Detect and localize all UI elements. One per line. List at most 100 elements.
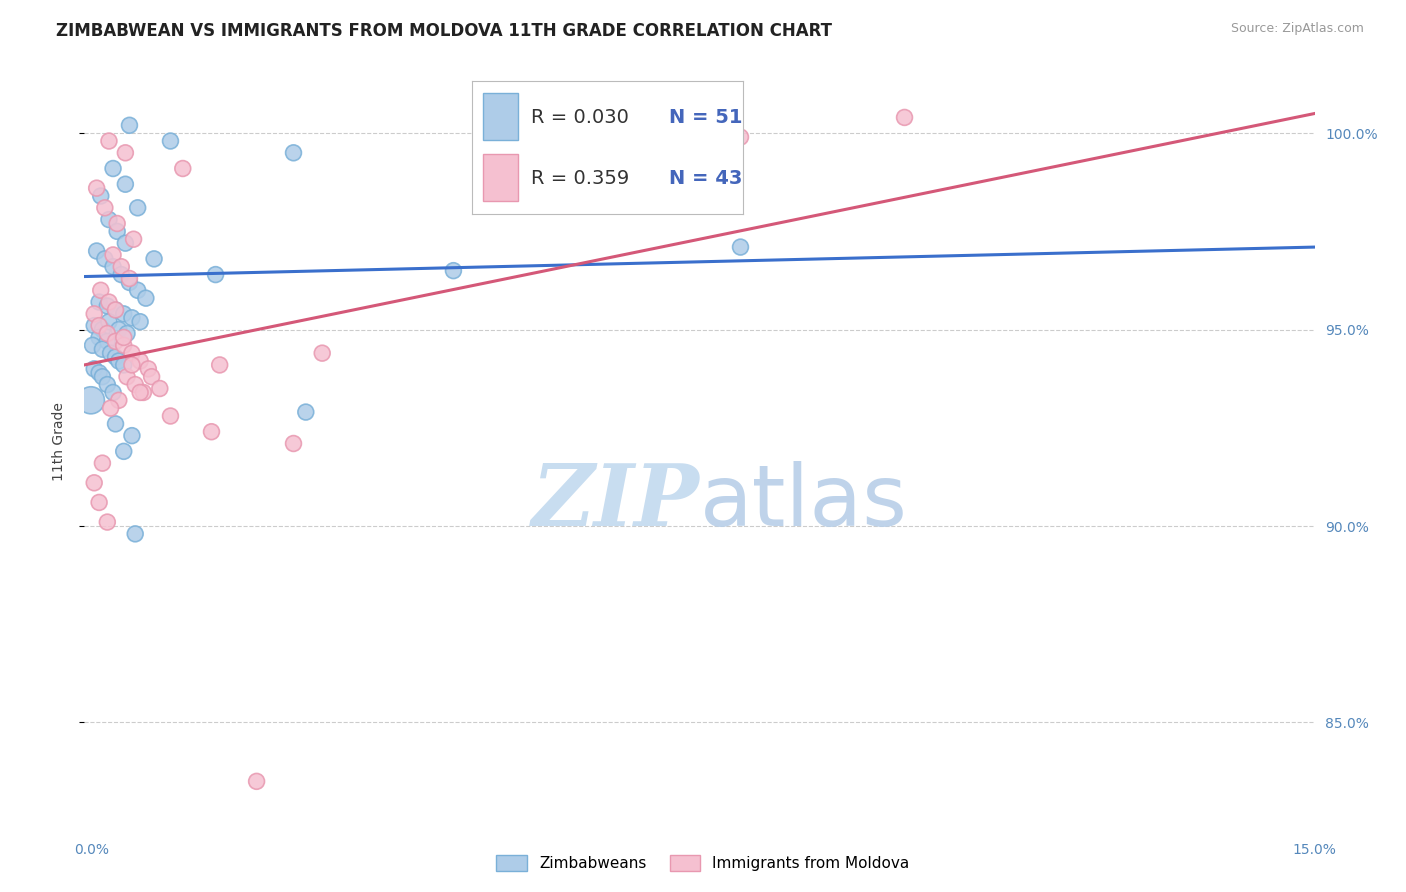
Point bbox=[893, 111, 915, 125]
Point bbox=[124, 377, 146, 392]
Point bbox=[114, 236, 136, 251]
Point bbox=[114, 145, 136, 160]
Point bbox=[443, 263, 465, 277]
Point bbox=[100, 401, 122, 416]
Point bbox=[132, 385, 155, 400]
Point bbox=[98, 295, 120, 310]
Point bbox=[172, 161, 194, 176]
Point bbox=[141, 369, 163, 384]
Point bbox=[91, 369, 114, 384]
Point bbox=[105, 217, 128, 231]
Point bbox=[96, 326, 118, 341]
Point bbox=[283, 436, 305, 450]
Point bbox=[129, 385, 152, 400]
Point bbox=[246, 774, 269, 789]
Point bbox=[295, 405, 318, 419]
Point bbox=[112, 330, 135, 344]
Point bbox=[100, 346, 122, 360]
Point bbox=[204, 268, 226, 282]
Point bbox=[122, 232, 145, 246]
Point bbox=[80, 393, 103, 408]
Point bbox=[96, 377, 118, 392]
Text: Source: ZipAtlas.com: Source: ZipAtlas.com bbox=[1230, 22, 1364, 36]
Point bbox=[115, 369, 138, 384]
Point bbox=[101, 248, 124, 262]
Point bbox=[83, 307, 105, 321]
Point bbox=[82, 338, 104, 352]
Point bbox=[94, 201, 117, 215]
Point bbox=[91, 322, 114, 336]
Point bbox=[208, 358, 231, 372]
Point bbox=[149, 382, 172, 396]
Point bbox=[283, 145, 305, 160]
Point bbox=[730, 130, 752, 145]
Point bbox=[83, 362, 105, 376]
Point bbox=[159, 409, 181, 423]
Point bbox=[104, 350, 127, 364]
Point bbox=[112, 358, 135, 372]
Point bbox=[127, 201, 149, 215]
Point bbox=[159, 134, 181, 148]
Text: atlas: atlas bbox=[700, 460, 907, 544]
Point bbox=[135, 291, 157, 305]
Point bbox=[87, 495, 111, 509]
Point bbox=[124, 526, 146, 541]
Point bbox=[105, 224, 128, 238]
Point bbox=[311, 346, 333, 360]
Point bbox=[98, 212, 120, 227]
Point bbox=[104, 302, 127, 317]
Point bbox=[112, 338, 135, 352]
Point bbox=[87, 318, 111, 333]
Point bbox=[86, 244, 108, 258]
Text: 0.0%: 0.0% bbox=[75, 843, 108, 857]
Point bbox=[118, 276, 141, 290]
Point bbox=[91, 456, 114, 470]
Point bbox=[730, 240, 752, 254]
Legend: Zimbabweans, Immigrants from Moldova: Zimbabweans, Immigrants from Moldova bbox=[491, 849, 915, 877]
Text: ZIP: ZIP bbox=[531, 460, 700, 544]
Point bbox=[108, 322, 129, 336]
Point bbox=[104, 334, 127, 349]
Point bbox=[101, 161, 124, 176]
Point bbox=[83, 318, 105, 333]
Point bbox=[87, 330, 111, 344]
Point bbox=[98, 134, 120, 148]
Point bbox=[94, 252, 117, 266]
Point bbox=[121, 310, 143, 325]
Point bbox=[114, 178, 136, 192]
Point bbox=[91, 343, 114, 357]
Point bbox=[115, 326, 138, 341]
Point bbox=[108, 354, 129, 368]
Point bbox=[101, 385, 124, 400]
Point bbox=[98, 315, 120, 329]
Point bbox=[121, 346, 143, 360]
Point bbox=[108, 393, 129, 408]
Point bbox=[121, 428, 143, 442]
Point bbox=[83, 475, 105, 490]
Point bbox=[138, 362, 160, 376]
Point bbox=[112, 307, 135, 321]
Point bbox=[90, 189, 112, 203]
Point bbox=[200, 425, 222, 439]
Text: ZIMBABWEAN VS IMMIGRANTS FROM MOLDOVA 11TH GRADE CORRELATION CHART: ZIMBABWEAN VS IMMIGRANTS FROM MOLDOVA 11… bbox=[56, 22, 832, 40]
Point bbox=[118, 271, 141, 285]
Point bbox=[110, 260, 132, 274]
Point bbox=[87, 295, 111, 310]
Point bbox=[90, 283, 112, 297]
Text: 15.0%: 15.0% bbox=[1292, 843, 1337, 857]
Point bbox=[96, 299, 118, 313]
Point bbox=[127, 283, 149, 297]
Point bbox=[129, 315, 152, 329]
Point bbox=[129, 354, 152, 368]
Point bbox=[118, 118, 141, 132]
Point bbox=[110, 268, 132, 282]
Point bbox=[143, 252, 166, 266]
Y-axis label: 11th Grade: 11th Grade bbox=[52, 402, 66, 481]
Point bbox=[121, 358, 143, 372]
Point bbox=[104, 417, 127, 431]
Point bbox=[104, 302, 127, 317]
Point bbox=[86, 181, 108, 195]
Point bbox=[96, 515, 118, 529]
Point bbox=[87, 366, 111, 380]
Point bbox=[96, 334, 118, 349]
